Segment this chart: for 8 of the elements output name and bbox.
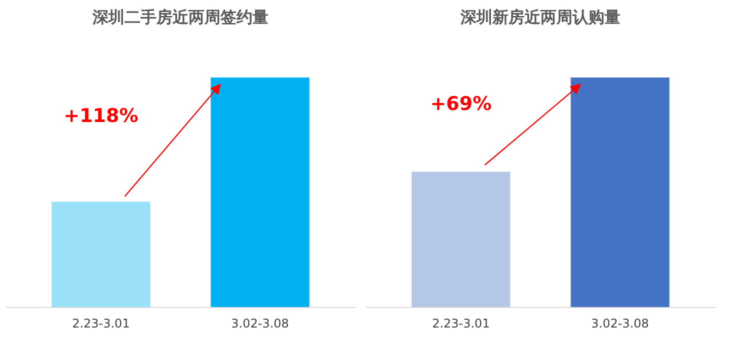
chart-title: 深圳二手房近两周签约量: [92, 8, 268, 26]
annotation: +118%: [64, 105, 138, 128]
x-tick-label: 3.02-3.08: [231, 316, 289, 330]
x-tick-label: 2.23-3.01: [72, 316, 130, 330]
chart-title: 深圳新房近两周认购量: [460, 8, 620, 26]
annotation: +69%: [430, 93, 492, 116]
x-tick-label: 2.23-3.01: [432, 316, 490, 330]
x-tick-label: 3.02-3.08: [591, 316, 649, 330]
